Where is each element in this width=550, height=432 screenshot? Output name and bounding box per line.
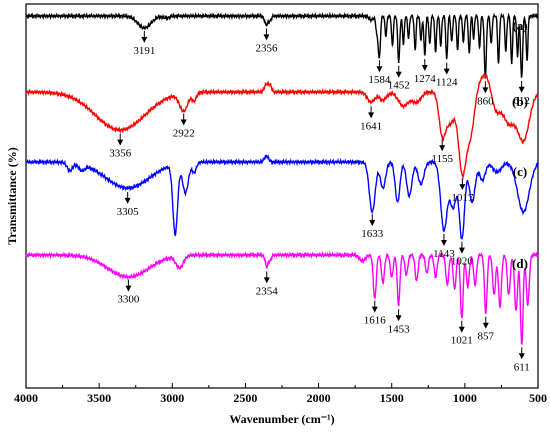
peak-label: 1274 — [414, 73, 437, 85]
peak-arrow-head — [369, 220, 376, 227]
peak-label: 1017 — [451, 192, 474, 204]
peak-label: 857 — [478, 331, 495, 343]
peak-label: 2356 — [255, 42, 278, 54]
peak-label: 611 — [514, 361, 530, 373]
x-tick-label: 2000 — [307, 391, 331, 405]
panel-labels: (a) (b) (c) (d) — [512, 18, 528, 271]
peak-arrow-head — [180, 119, 187, 126]
peak-arrow-head — [376, 66, 383, 73]
peak-label: 3300 — [117, 294, 140, 306]
peak-label: 3356 — [109, 148, 132, 160]
peak-label: 860 — [477, 95, 494, 107]
peak-label: 2922 — [173, 128, 195, 140]
x-axis-title: Wavenumber (cm⁻¹) — [229, 412, 334, 426]
peak-arrow-head — [439, 145, 446, 152]
peak-arrow-head — [459, 184, 466, 191]
panel-label: (d) — [512, 256, 528, 271]
peak-arrow-head — [263, 34, 270, 41]
peak-arrow-head — [518, 86, 525, 93]
peak-arrow-head — [371, 306, 378, 313]
peak-label: 1584 — [368, 74, 391, 86]
peak-arrow-head — [368, 112, 375, 119]
x-tick-label: 500 — [529, 391, 547, 405]
panel-label: (b) — [512, 94, 528, 109]
x-axis-ticks: 4000 3500 3000 2500 2000 1500 1000 500 — [14, 383, 547, 405]
peak-label: 1143 — [433, 248, 455, 260]
peak-label: 1021 — [451, 335, 473, 347]
x-tick-label: 4000 — [14, 391, 38, 405]
peak-label: 612 — [513, 95, 530, 107]
peak-arrow-head — [440, 240, 447, 247]
peak-label: 3191 — [133, 45, 155, 57]
peak-arrow-head — [117, 139, 124, 146]
peak-arrow-head — [263, 277, 270, 284]
panel-label: (a) — [512, 18, 527, 33]
peak-arrow-head — [141, 36, 148, 43]
peak-label: 2354 — [256, 285, 279, 297]
spectrum-line-4 — [25, 250, 539, 346]
peak-arrow-head — [125, 285, 132, 292]
peak-arrow-head — [518, 353, 525, 360]
peak-label: 1641 — [360, 120, 382, 132]
peak-label: 1633 — [361, 228, 384, 240]
peak-arrow-head — [482, 87, 489, 94]
peak-arrow-head — [395, 315, 402, 322]
peak-arrow-head — [124, 197, 131, 204]
spectrum-line-1 — [25, 11, 539, 79]
panel-label: (c) — [513, 164, 527, 179]
y-axis-title: Transmittance (%) — [5, 147, 19, 244]
peak-arrow-head — [443, 68, 450, 75]
x-tick-label: 1000 — [453, 391, 477, 405]
peak-arrow-head — [395, 71, 402, 78]
x-tick-label: 3000 — [160, 391, 184, 405]
peak-label: 1020 — [451, 256, 474, 268]
peak-label: 1155 — [431, 153, 453, 165]
peak-label: 1452 — [388, 80, 410, 92]
peak-arrow-head — [458, 247, 465, 254]
x-tick-label: 3500 — [87, 391, 111, 405]
x-tick-label: 1500 — [380, 391, 404, 405]
peak-label: 1616 — [364, 315, 387, 327]
peak-label: 1124 — [436, 77, 458, 89]
spectrum-line-2 — [25, 72, 539, 180]
peak-label: 3305 — [117, 206, 140, 218]
spectra-traces — [25, 11, 539, 346]
x-tick-label: 2500 — [233, 391, 257, 405]
spectrum-line-3 — [25, 153, 539, 241]
peak-label: 1453 — [388, 323, 411, 335]
peak-arrow-head — [482, 322, 489, 329]
peak-arrow-head — [421, 65, 428, 72]
peak-arrow-head — [458, 326, 465, 333]
